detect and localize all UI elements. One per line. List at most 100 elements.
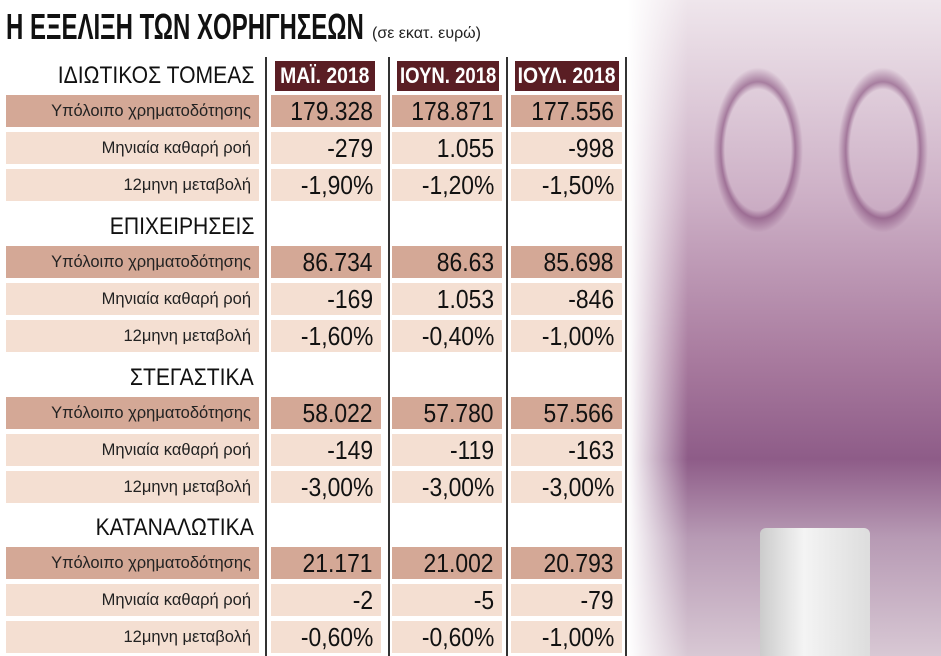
row-label: Μηνιαία καθαρή ροή — [6, 584, 259, 616]
value-cell: -1,00% — [511, 320, 622, 352]
value-cell: -2 — [271, 584, 381, 616]
value-text: -1,60% — [300, 321, 373, 351]
value-cell: -3,00% — [271, 471, 381, 503]
row-label: 12μηνη μεταβολή — [6, 621, 259, 653]
table-row: Μηνιαία καθαρή ροή -2 -5 -79 — [6, 584, 628, 616]
value-text: 179.328 — [290, 96, 373, 126]
row-label: Υπόλοιπο χρηματοδότησης — [6, 246, 259, 278]
value-cell: -1,50% — [511, 169, 622, 201]
value-text: -0,60% — [300, 622, 373, 652]
column-header-text: ΙΟΥΛ. 2018 — [518, 63, 616, 88]
column-header-text: ΜΑΪ. 2018 — [280, 63, 370, 88]
value-text: 57.566 — [544, 398, 614, 428]
table-row: 12μηνη μεταβολή -3,00% -3,00% -3,00% — [6, 471, 628, 503]
value-text: 58.022 — [303, 398, 373, 428]
section-title-text: ΕΠΙΧΕΙΡΗΣΕΙΣ — [109, 213, 254, 240]
value-cell: -279 — [271, 132, 381, 164]
column-header: ΜΑΪ. 2018 — [275, 61, 375, 91]
value-text: -0,60% — [421, 622, 494, 652]
value-text: -279 — [327, 133, 373, 163]
column-divider — [625, 57, 627, 656]
column-divider — [506, 57, 508, 656]
value-cell: -169 — [271, 283, 381, 315]
value-text: -846 — [568, 284, 614, 314]
section-title-text: ΙΔΙΩΤΙΚΟΣ ΤΟΜΕΑΣ — [57, 62, 254, 89]
value-cell: 86.63 — [392, 246, 502, 278]
value-cell: 57.780 — [392, 397, 502, 429]
value-cell: 178.871 — [392, 95, 502, 127]
value-cell: 179.328 — [271, 95, 381, 127]
value-cell: 20.793 — [511, 547, 622, 579]
value-text: -3,00% — [300, 472, 373, 502]
value-cell: 86.734 — [271, 246, 381, 278]
section-title: ΕΠΙΧΕΙΡΗΣΕΙΣ — [0, 213, 258, 243]
page-title-box: Η ΕΞΕΛΙΞΗ ΤΩΝ ΧΟΡΗΓΗΣΕΩΝ — [6, 6, 364, 50]
column-divider — [388, 57, 390, 656]
section-title: ΣΤΕΓΑΣΤΙΚΑ — [0, 364, 258, 394]
value-text: 86.734 — [303, 247, 373, 277]
value-text: -149 — [327, 435, 373, 465]
table-row: Υπόλοιπο χρηματοδότησης 21.171 21.002 20.79… — [6, 547, 628, 579]
value-cell: 58.022 — [271, 397, 381, 429]
column-header: ΙΟΥΝ. 2018 — [397, 61, 499, 91]
value-text: 86.63 — [436, 247, 494, 277]
value-cell: -0,40% — [392, 320, 502, 352]
table-row: 12μηνη μεταβολή -1,90% -1,20% -1,50% — [6, 169, 628, 201]
value-text: -0,40% — [421, 321, 494, 351]
value-text: -3,00% — [421, 472, 494, 502]
section-title-text: ΣΤΕΓΑΣΤΙΚΑ — [130, 364, 254, 391]
value-text: 20.793 — [544, 548, 614, 578]
row-label: Υπόλοιπο χρηματοδότησης — [6, 95, 259, 127]
table-row: Υπόλοιπο χρηματοδότησης 179.328 178.871 177… — [6, 95, 628, 127]
value-cell: -5 — [392, 584, 502, 616]
page-title: Η ΕΞΕΛΙΞΗ ΤΩΝ ΧΟΡΗΓΗΣΕΩΝ — [6, 6, 364, 47]
value-text: -3,00% — [541, 472, 614, 502]
table-row: 12μηνη μεταβολή -0,60% -0,60% -1,00% — [6, 621, 628, 653]
value-text: 21.171 — [303, 548, 373, 578]
value-cell: 1.053 — [392, 283, 502, 315]
banknote-stand — [760, 528, 870, 656]
row-label: Μηνιαία καθαρή ροή — [6, 283, 259, 315]
value-cell: 57.566 — [511, 397, 622, 429]
value-text: -169 — [327, 284, 373, 314]
value-cell: -998 — [511, 132, 622, 164]
value-cell: -0,60% — [271, 621, 381, 653]
row-label: 12μηνη μεταβολή — [6, 169, 259, 201]
value-cell: -163 — [511, 434, 622, 466]
value-cell: -1,20% — [392, 169, 502, 201]
value-text: 178.871 — [411, 96, 494, 126]
value-text: -119 — [449, 435, 494, 465]
column-header-text: ΙΟΥΝ. 2018 — [399, 63, 497, 88]
row-label: Μηνιαία καθαρή ροή — [6, 132, 259, 164]
value-text: 1.055 — [436, 133, 494, 163]
value-text: 1.053 — [436, 284, 494, 314]
value-text: -5 — [473, 585, 494, 615]
column-divider — [265, 57, 267, 656]
row-label: 12μηνη μεταβολή — [6, 471, 259, 503]
value-cell: -79 — [511, 584, 622, 616]
value-text: -998 — [568, 133, 614, 163]
section-title: ΙΔΙΩΤΙΚΟΣ ΤΟΜΕΑΣ — [0, 62, 258, 92]
value-text: -1,90% — [300, 170, 373, 200]
table-row: Υπόλοιπο χρηματοδότησης 58.022 57.780 57.56… — [6, 397, 628, 429]
table-row: Μηνιαία καθαρή ροή -149 -119 -163 — [6, 434, 628, 466]
value-text: 85.698 — [544, 247, 614, 277]
value-text: -1,20% — [421, 170, 494, 200]
value-cell: -0,60% — [392, 621, 502, 653]
row-label: Υπόλοιπο χρηματοδότησης — [6, 397, 259, 429]
table-row: Μηνιαία καθαρή ροή -169 1.053 -846 — [6, 283, 628, 315]
value-text: 57.780 — [424, 398, 494, 428]
table-row: Υπόλοιπο χρηματοδότησης 86.734 86.63 85.698 — [6, 246, 628, 278]
value-cell: 1.055 — [392, 132, 502, 164]
table-row: 12μηνη μεταβολή -1,60% -0,40% -1,00% — [6, 320, 628, 352]
subtitle: (σε εκατ. ευρώ) — [372, 25, 481, 42]
value-cell: -119 — [392, 434, 502, 466]
row-label: 12μηνη μεταβολή — [6, 320, 259, 352]
value-text: -1,50% — [541, 170, 614, 200]
row-label: Μηνιαία καθαρή ροή — [6, 434, 259, 466]
value-cell: 177.556 — [511, 95, 622, 127]
value-cell: -149 — [271, 434, 381, 466]
value-text: -163 — [568, 435, 614, 465]
value-text: -2 — [352, 585, 373, 615]
value-text: -1,00% — [541, 321, 614, 351]
